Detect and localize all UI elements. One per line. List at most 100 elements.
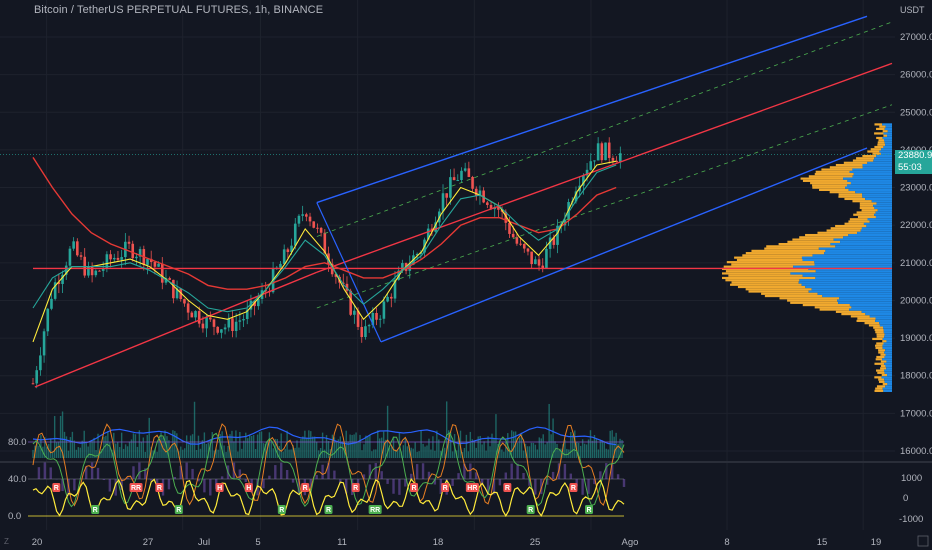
profile-bar-buy	[811, 288, 892, 291]
profile-bar-sell	[815, 170, 850, 173]
profile-bar-buy	[873, 204, 892, 207]
candle-body	[393, 279, 397, 299]
candle-body	[596, 143, 600, 161]
candle-body	[541, 265, 545, 269]
signal-badge	[441, 483, 450, 492]
profile-bar-buy	[825, 249, 892, 252]
candle-body	[297, 215, 301, 224]
time-axis[interactable]: 20 27 Jul 5 11 18 25 Ago 8 15 19	[32, 537, 882, 548]
candle-body	[87, 266, 90, 276]
channel-lower-dashed-line[interactable]	[316, 104, 893, 309]
candle-body	[242, 319, 245, 321]
candle-body	[367, 325, 371, 327]
currency-label: USDT	[900, 5, 925, 15]
time-tick: 25	[530, 537, 541, 548]
price-tick: 16000.0	[900, 446, 932, 457]
candle-body	[467, 168, 471, 177]
profile-bar-buy	[881, 148, 892, 151]
profile-bar-sell	[878, 380, 885, 383]
channel-upper-dashed-line[interactable]	[316, 21, 893, 237]
candle-body	[98, 270, 101, 272]
profile-bar-sell	[864, 322, 880, 325]
candle-body	[76, 241, 79, 256]
profile-bar-sell	[844, 222, 864, 225]
candle-body	[371, 312, 375, 326]
profile-bar-buy	[874, 157, 892, 160]
zoom-icon[interactable]: Z	[4, 537, 9, 546]
profile-bar-buy	[863, 222, 892, 225]
channel-lower-line[interactable]	[380, 147, 868, 343]
signal-label: R	[528, 507, 533, 514]
profile-bar-buy	[881, 376, 892, 379]
profile-bar-sell	[876, 333, 885, 336]
profile-bar-sell	[875, 387, 883, 390]
profile-bar-buy	[848, 188, 892, 192]
profile-bar-sell	[731, 263, 815, 266]
profile-bar-sell	[778, 243, 831, 246]
profile-bar-sell	[819, 188, 849, 192]
candle-body	[611, 157, 615, 161]
profile-bar-buy	[865, 313, 892, 316]
profile-bar-buy	[883, 331, 892, 334]
profile-bar-buy	[866, 224, 892, 228]
profile-bar-sell	[882, 383, 888, 386]
candle-body	[257, 298, 260, 307]
candle-body	[293, 223, 297, 246]
candle-body	[153, 261, 157, 267]
profile-bar-buy	[852, 175, 892, 178]
candle-body	[42, 331, 46, 356]
settings-icon[interactable]	[917, 535, 929, 547]
profile-bar-sell	[792, 238, 834, 241]
channel-median-line[interactable]	[316, 62, 893, 273]
price-tick: 23000.0	[900, 183, 932, 194]
profile-bar-buy	[883, 369, 892, 372]
price-axis[interactable]: 27000.026000.025000.024000.023000.022000…	[900, 32, 932, 457]
candle-body	[511, 233, 515, 238]
long-trend-line[interactable]	[34, 271, 318, 388]
profile-bar-sell	[802, 303, 850, 307]
candle-body	[279, 263, 282, 268]
signal-label: RR	[370, 507, 380, 514]
profile-bar-sell	[872, 152, 881, 155]
candle-body	[486, 202, 489, 205]
oscillator-axis[interactable]: 80.0 40.0 0.0 1000 0 -1000	[8, 437, 923, 525]
candle-body	[282, 249, 286, 264]
price-tick: 20000.0	[900, 295, 932, 306]
candle-body	[574, 191, 578, 202]
profile-bar-buy	[801, 283, 892, 286]
profile-bar-sell	[880, 360, 887, 363]
profile-bar-sell	[853, 213, 875, 216]
channel-upper-line[interactable]	[316, 15, 868, 204]
zoom-controls[interactable]: Z	[4, 535, 929, 547]
signal-label: R	[176, 507, 181, 514]
time-tick: 15	[817, 537, 828, 548]
oscillator-tick: 0.0	[8, 511, 21, 522]
profile-bar-sell	[875, 358, 883, 361]
profile-bar-sell	[812, 186, 846, 189]
candle-body	[356, 310, 360, 327]
candle-body	[353, 310, 356, 315]
candle-body	[316, 227, 319, 229]
candle-body	[39, 355, 42, 371]
candle-body	[308, 216, 312, 222]
profile-bar-buy	[830, 243, 892, 246]
profile-bar-sell	[856, 319, 876, 322]
candle-body	[615, 160, 618, 163]
profile-bar-sell	[874, 362, 885, 365]
oscillator-line-orange	[32, 423, 625, 507]
candle-body	[223, 327, 227, 330]
candle-body	[249, 300, 253, 310]
candle-body	[216, 326, 219, 333]
candle-body	[449, 177, 452, 198]
profile-bar-sell	[764, 294, 823, 298]
signal-label: HR	[467, 485, 477, 492]
profile-bar-buy	[874, 206, 892, 210]
profile-bar-sell	[876, 369, 884, 372]
profile-bar-sell	[882, 130, 888, 133]
candle-body	[415, 253, 419, 256]
profile-bar-buy	[885, 353, 892, 356]
profile-bar-buy	[853, 172, 892, 176]
candle-body	[582, 175, 585, 186]
profile-bar-sell	[805, 233, 849, 237]
